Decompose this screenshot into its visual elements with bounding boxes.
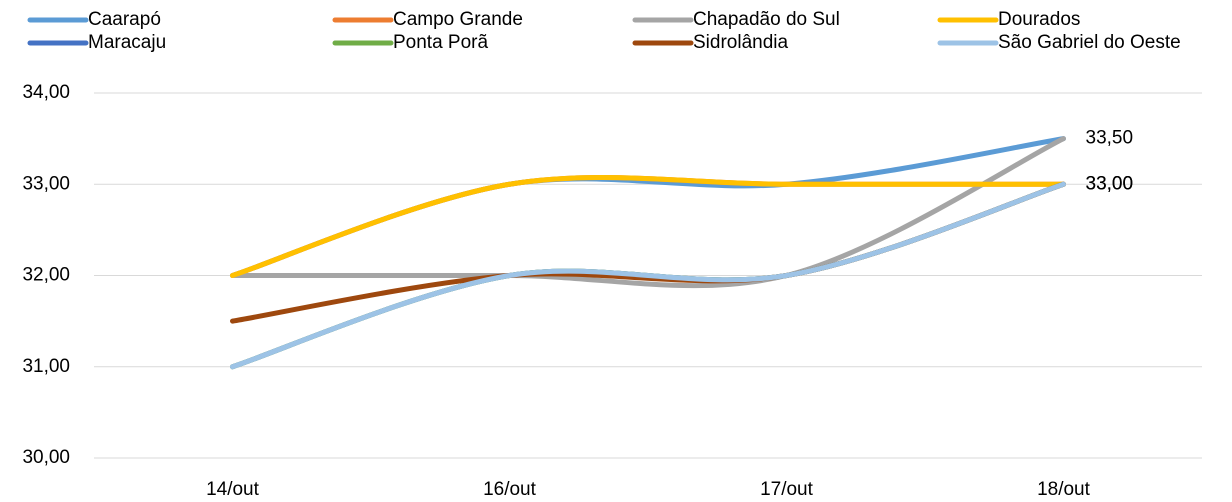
data-label: 33,50 [1086, 128, 1134, 149]
legend-label: Dourados [998, 9, 1080, 30]
data-label: 33,00 [1086, 173, 1134, 194]
legend-label: Sidrolândia [693, 32, 788, 53]
series-line [230, 181, 1066, 324]
legend-label: Campo Grande [393, 9, 523, 30]
x-tick-label: 17/out [760, 479, 814, 500]
legend-label: Maracaju [88, 32, 166, 53]
data-label: 33,00 [1086, 173, 1134, 194]
x-tick-label: 16/out [483, 479, 537, 500]
legend-label: Caarapó [88, 9, 161, 30]
x-tick-label: 18/out [1037, 479, 1091, 500]
y-tick-label: 33,00 [22, 173, 70, 194]
series-line [230, 181, 1066, 370]
x-tick-label: 14/out [206, 479, 260, 500]
y-tick-label: 31,00 [22, 356, 70, 377]
y-tick-label: 30,00 [22, 447, 70, 468]
series-line [230, 136, 1066, 289]
y-tick-label: 32,00 [22, 265, 70, 286]
legend-label: Chapadão do Sul [693, 9, 840, 30]
legend-label: São Gabriel do Oeste [998, 32, 1181, 53]
series-line [230, 175, 1066, 278]
y-tick-label: 34,00 [22, 82, 70, 103]
legend-label: Ponta Porã [393, 32, 488, 53]
